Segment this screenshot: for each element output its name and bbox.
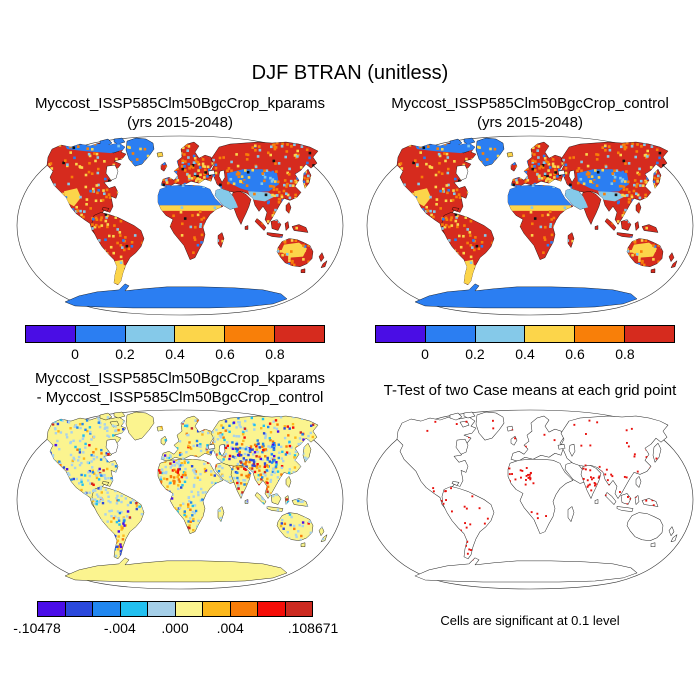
colorbar-mean-right-labels: 0 0.2 0.4 0.6 0.8 <box>375 346 675 362</box>
colorbar-segment <box>147 602 175 616</box>
colorbar-segment <box>26 326 75 342</box>
figure-title: DJF BTRAN (unitless) <box>251 62 449 84</box>
panel-title-top-left: Myccost_ISSP585Clm50BgcCrop_kparams (yrs… <box>10 95 350 132</box>
colorbar-segment <box>174 602 202 616</box>
colorbar-difference <box>37 601 313 617</box>
colorbar-segment <box>229 602 257 616</box>
colorbar-segment <box>524 326 575 342</box>
world-map-ttest <box>366 409 694 590</box>
colorbar-segment <box>274 326 324 342</box>
panel-title-bottom-right: T-Test of two Case means at each grid po… <box>360 382 700 401</box>
panel-title-line2: (yrs 2015-2048) <box>477 113 583 131</box>
colorbar-tick-label: 0.4 <box>515 346 535 362</box>
colorbar-tick-label: 0.4 <box>165 346 185 362</box>
colorbar-tick-label: -.10478 <box>13 620 61 636</box>
panel-title-top-right: Myccost_ISSP585Clm50BgcCrop_control (yrs… <box>360 95 700 132</box>
panel-title-line1: Myccost_ISSP585Clm50BgcCrop_kparams <box>34 95 326 112</box>
colorbar-segment <box>174 326 225 342</box>
colorbar-segment <box>74 326 125 342</box>
panel-title-line1: T-Test of two Case means at each grid po… <box>383 382 677 399</box>
world-map-control <box>366 135 694 316</box>
colorbar-tick-label: 0.2 <box>115 346 135 362</box>
colorbar-segment <box>202 602 230 616</box>
colorbar-tick-label: 0 <box>421 346 429 362</box>
colorbar-segment <box>624 326 674 342</box>
colorbar-tick-label: -.004 <box>103 620 136 636</box>
colorbar-segment <box>574 326 625 342</box>
colorbar-tick-label: 0.2 <box>465 346 485 362</box>
colorbar-segment <box>474 326 525 342</box>
colorbar-segment <box>92 602 120 616</box>
colorbar-segment <box>124 326 175 342</box>
colorbar-segment <box>424 326 475 342</box>
colorbar-mean-right <box>375 325 675 343</box>
colorbar-difference-labels: -.10478 -.004 .000 .004 .108671 <box>13 620 338 636</box>
colorbar-segment <box>38 602 65 616</box>
colorbar-tick-label: 0.8 <box>265 346 285 362</box>
colorbar-segment <box>224 326 275 342</box>
colorbar-segment <box>119 602 147 616</box>
colorbar-segment <box>64 602 92 616</box>
colorbar-segment <box>257 602 285 616</box>
panel-title-line1: Myccost_ISSP585Clm50BgcCrop_control <box>391 95 669 112</box>
panel-title-line2: (yrs 2015-2048) <box>127 113 233 131</box>
colorbar-tick-label: .004 <box>216 620 244 636</box>
panel-title-line2: - Myccost_ISSP585Clm50BgcCrop_control <box>36 388 324 406</box>
colorbar-tick-label: 0.6 <box>565 346 585 362</box>
world-map-kparams <box>16 135 344 316</box>
colorbar-tick-label: .108671 <box>287 620 339 636</box>
panel-title-bottom-left: Myccost_ISSP585Clm50BgcCrop_kparams - My… <box>10 370 350 407</box>
colorbar-tick-label: 0.8 <box>615 346 635 362</box>
colorbar-segment <box>376 326 425 342</box>
colorbar-tick-label: 0.6 <box>215 346 235 362</box>
colorbar-mean-left-labels: 0 0.2 0.4 0.6 0.8 <box>25 346 325 362</box>
panel-title-line1: Myccost_ISSP585Clm50BgcCrop_kparams <box>34 370 326 387</box>
colorbar-tick-label: .000 <box>161 620 189 636</box>
colorbar-segment <box>284 602 312 616</box>
significance-caption: Cells are significant at 0.1 level <box>440 613 620 628</box>
colorbar-tick-label: 0 <box>71 346 79 362</box>
colorbar-mean-left <box>25 325 325 343</box>
world-map-difference <box>16 409 344 590</box>
